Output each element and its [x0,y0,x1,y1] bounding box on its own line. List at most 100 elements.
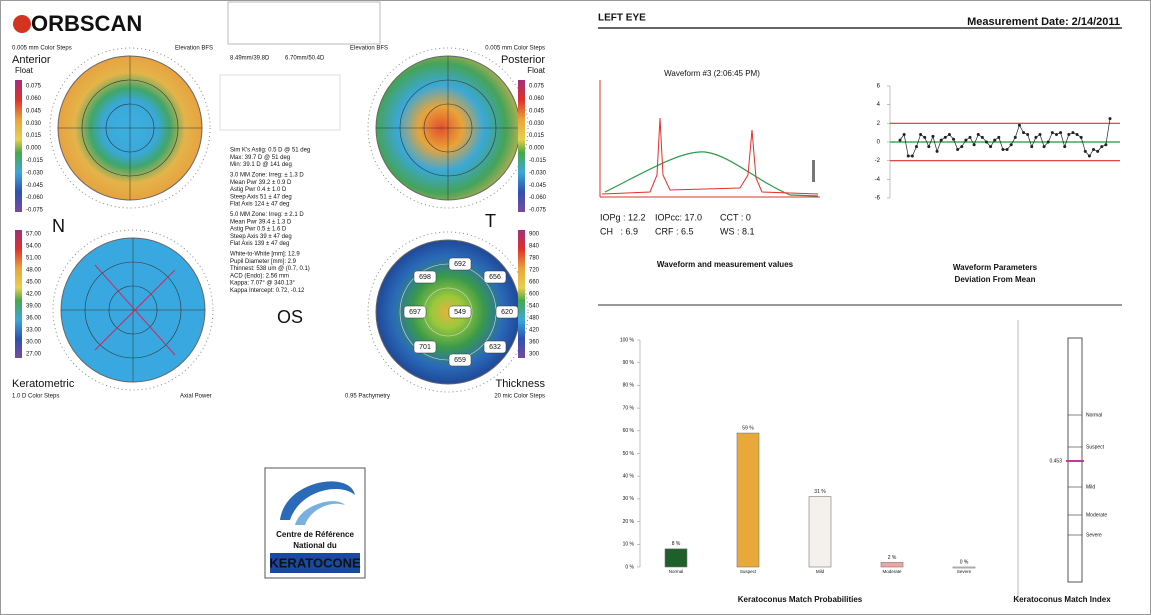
data-point [964,139,967,142]
data-point [911,155,914,158]
kmi-marker-label: 0.453 [1049,458,1062,464]
map-subtitle: Float [15,66,34,75]
parameter: Steep Axis 39 ± 47 deg [230,234,292,240]
data-point [1080,136,1083,139]
data-point [1026,133,1029,136]
map-title: Keratometric [12,378,75,390]
data-point [1063,145,1066,148]
parameter: Mean Pwr 39.2 ± 0.9 D [230,180,292,186]
scale-label: -0.075 [26,208,44,214]
data-point [1059,131,1062,134]
scale-label: 45.00 [26,280,42,286]
data-point [1043,145,1046,148]
parameter: 3.0 MM Zone: Irreg: ± 1.3 D [230,172,304,178]
pachy-value: 620 [501,309,513,316]
pachy-value: 697 [409,309,421,316]
data-point [1088,155,1091,158]
scale-label: 0.015 [26,133,42,139]
measurement-value: CRF : 6.5 [655,226,694,236]
measurement-value: WS : 8.1 [720,226,755,236]
data-point [981,136,984,139]
scale-label: -0.060 [26,195,44,201]
data-point [960,145,963,148]
y-tick-label: 0 % [625,564,634,570]
reference-logo: Centre de Référence National du KERATOCO… [265,468,365,578]
scale-label: 0.015 [529,133,545,139]
y-tick-label: 10 % [623,542,635,548]
measurement-value: CH : 6.9 [600,226,638,236]
data-point [977,133,980,136]
scale-label: 0.045 [26,108,42,114]
data-point [936,150,939,153]
scale-label: 480 [529,316,540,322]
data-point [1039,133,1042,136]
bar [809,497,831,567]
data-point [1051,131,1054,134]
data-point [1084,150,1087,153]
color-scale [15,230,22,358]
scale-label: 360 [529,340,540,346]
eye-title: LEFT EYE [598,13,646,24]
parameter: ACD (Endo): 2.56 mm [230,273,289,279]
data-point [1001,148,1004,151]
scale-label: 0.030 [26,121,42,127]
scale-label: -0.030 [26,170,44,176]
measurement-value: IOPcc: 17.0 [655,212,702,222]
scale-label: 0.000 [26,146,42,152]
x-tick-label: Normal [669,569,684,574]
y-tick-label: 60 % [623,428,635,434]
data-point [1104,143,1107,146]
scale-label: 780 [529,256,540,262]
parameter: Sim K's Astig: 0.5 D @ 51 deg [230,148,310,154]
data-point [952,138,955,141]
scale-label: -0.060 [529,195,547,201]
map-bfs-value: 6.70mm/50.4D [285,56,325,62]
scale-label: 0.060 [529,96,545,102]
data-point [1010,143,1013,146]
blank-box [228,2,380,44]
chart-subtitle: Deviation From Mean [955,275,1036,284]
kmi-level: Mild [1086,484,1095,490]
parameter: Thinnest: 538 um @ (0.7, 0.1) [230,266,310,272]
map-bfs: Elevation BFS [175,46,213,52]
y-tick-label: 90 % [623,360,635,366]
data-point [1055,133,1058,136]
scale-label: 30.00 [26,340,42,346]
parameter: Mean Pwr 39.4 ± 1.3 D [230,219,292,225]
parameter: Max: 39.7 D @ 51 deg [230,155,290,161]
kmi-level: Severe [1086,532,1102,538]
chart-title: Waveform Parameters [953,263,1038,272]
scale-label: -0.015 [529,158,547,164]
kmi-level: Moderate [1086,512,1107,518]
map-subtitle: Float [527,66,546,75]
map-title: Anterior [12,54,51,66]
scale-label: 300 [529,352,540,358]
scale-label: 0.000 [529,146,545,152]
kmi-level: Suspect [1086,444,1105,450]
scale-label: 0.075 [26,84,42,90]
data-point [973,143,976,146]
data-point [1092,148,1095,151]
y-tick-label: -6 [875,196,881,202]
bar [737,433,759,567]
scale-label: 27.00 [26,352,42,358]
parameter: Kappa Intercept: 0.72, -0.12 [230,288,305,294]
measurement-value: IOPg : 12.2 [600,212,646,222]
data-point [919,133,922,136]
y-tick-label: 80 % [623,383,635,389]
data-point [1067,133,1070,136]
map-steps: 0.005 mm Color Steps [485,46,545,52]
data-point [944,136,947,139]
parameter: Flat Axis 139 ± 47 deg [230,241,289,247]
data-point [1006,148,1009,151]
scale-label: -0.045 [529,183,547,189]
value-label: 0 % [960,559,969,565]
parameter: Astig Pwr 0.4 ± 1.0 D [230,187,287,193]
y-tick-label: 70 % [623,405,635,411]
data-point [915,145,918,148]
data-point [993,139,996,142]
map-bfs-value: 8.49mm/39.8D [230,56,270,62]
color-scale [15,80,22,212]
scale-label: -0.075 [529,208,547,214]
x-tick-label: Suspect [740,569,757,574]
